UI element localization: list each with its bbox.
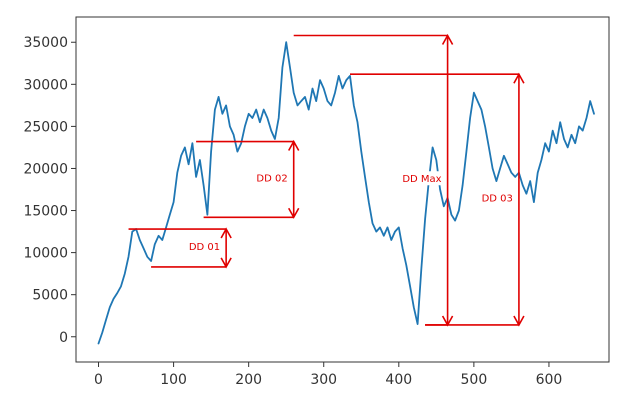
drawdown-label: DD 02 [256, 173, 287, 184]
drawdown-annotations: DD 01 DD 02 DD Max DD 03 [128, 33, 525, 327]
series-line [97, 41, 595, 345]
y-tick-label: 25000 [23, 119, 68, 135]
drawdown-label-bg [479, 190, 515, 205]
drawdown-label: DD 01 [189, 242, 220, 253]
x-axis: 0 100 200 300 400 500 600 [94, 362, 562, 388]
drawdown-label: DD 03 [482, 194, 513, 205]
drawdown-arrowhead-top [441, 33, 454, 45]
y-tick-label: 0 [59, 330, 68, 346]
x-tick-label: 400 [385, 372, 412, 388]
drawdown-label-bg [254, 170, 290, 185]
drawdown-label-bg [186, 238, 223, 253]
y-tick-label: 5000 [32, 288, 68, 304]
y-tick-label: 15000 [23, 204, 68, 220]
drawdown-arrowhead-top [513, 72, 525, 84]
y-tick-label: 10000 [23, 246, 68, 262]
drawdown-arrowhead-top [220, 227, 232, 239]
drawdown-arrowhead-bottom [220, 257, 232, 269]
y-axis: 0 5000 10000 15000 20000 25000 30000 35000 [23, 35, 76, 346]
x-tick-label: 100 [160, 372, 187, 388]
drawdown-arrowhead-bottom [513, 315, 525, 327]
x-tick-label: 200 [235, 372, 262, 388]
x-tick-label: 300 [310, 372, 337, 388]
series-layer [97, 41, 595, 345]
drawdown-label: DD Max [402, 174, 441, 185]
drawdown-arrowhead-bottom [288, 207, 300, 219]
x-tick-label: 500 [461, 372, 488, 388]
drawdown-arrowhead-top [288, 139, 300, 151]
x-tick-label: 600 [536, 372, 563, 388]
y-tick-label: 35000 [23, 35, 68, 51]
plot-frame [75, 16, 610, 363]
drawdown-label-bg [400, 171, 444, 186]
x-tick-label: 0 [94, 372, 103, 388]
y-tick-label: 20000 [23, 161, 68, 177]
y-tick-label: 30000 [23, 77, 68, 93]
